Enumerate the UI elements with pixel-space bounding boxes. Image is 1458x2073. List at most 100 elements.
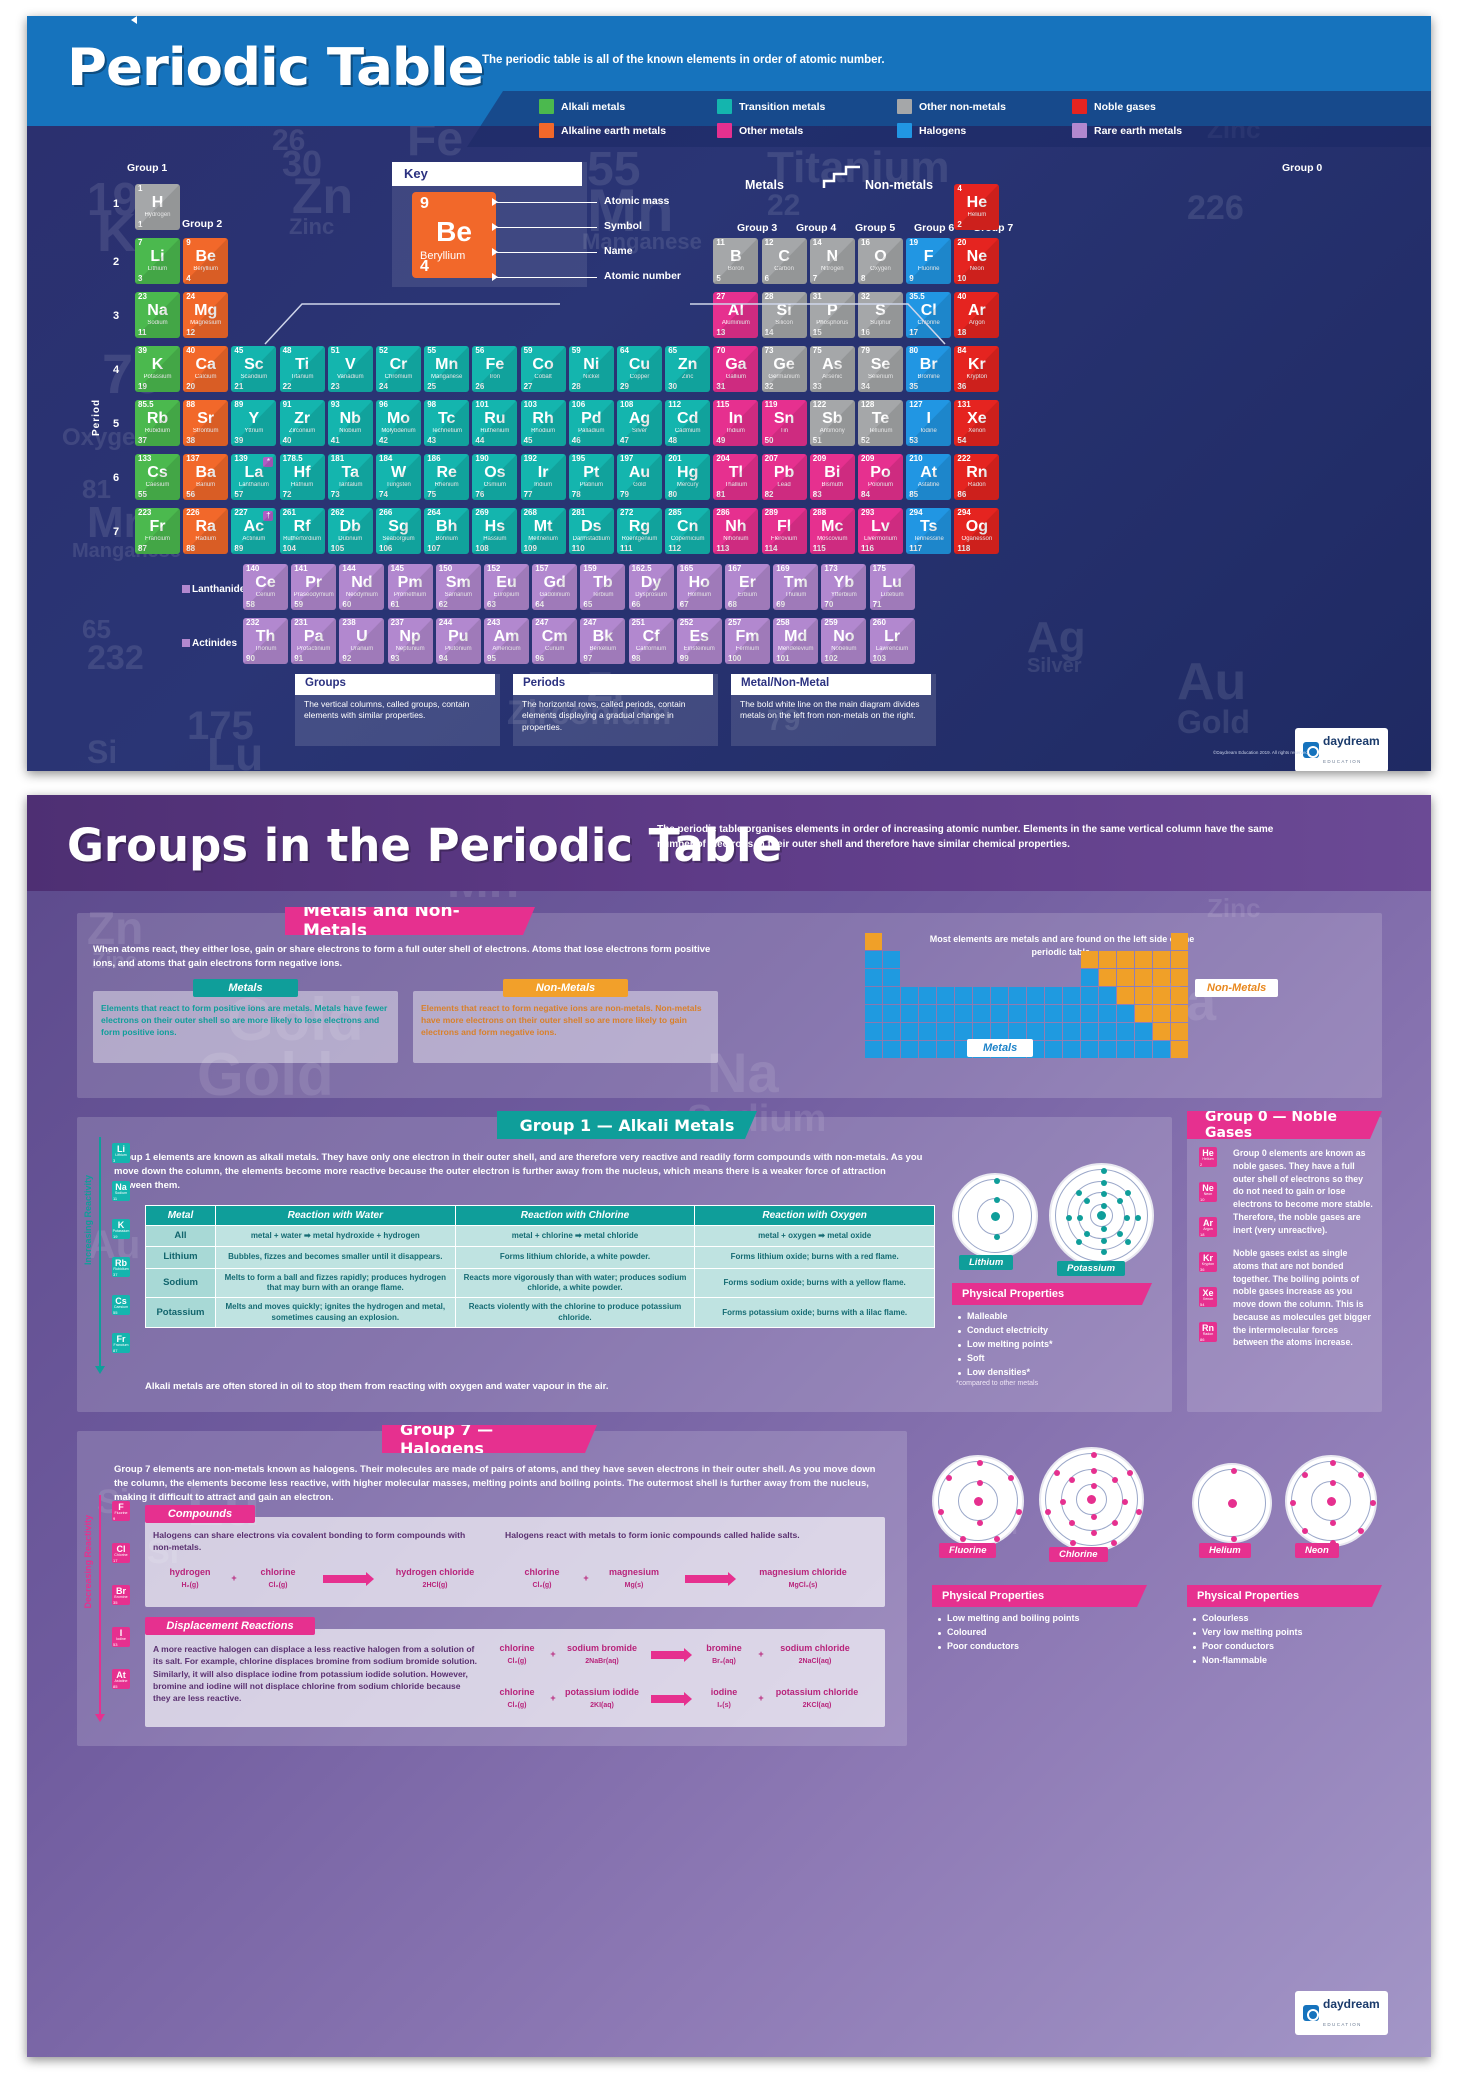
- element-cell-al[interactable]: 27 Al Aluminium 13: [713, 292, 759, 338]
- element-cell-tc[interactable]: 98 Tc Technetium 43: [424, 400, 470, 446]
- element-cell-es[interactable]: 252 Es Einsteinium 99: [676, 618, 722, 664]
- element-cell-o[interactable]: 16 O Oxygen 8: [858, 238, 903, 284]
- element-cell-gd[interactable]: 157 Gd Gadolinium 64: [532, 564, 578, 610]
- element-cell-tm[interactable]: 169 Tm Thulium 69: [773, 564, 819, 610]
- element-cell-er[interactable]: 167 Er Erbium 68: [725, 564, 770, 610]
- element-cell-n[interactable]: 14 N Nitrogen 7: [809, 238, 855, 284]
- element-cell-pa[interactable]: 231 Pa Protactinium 91: [291, 618, 337, 664]
- strip-element-f[interactable]: F Fluorine 9: [112, 1501, 130, 1521]
- element-cell-c[interactable]: 12 C Carbon 6: [761, 238, 807, 284]
- element-cell-w[interactable]: 184 W Tungsten 74: [376, 454, 421, 500]
- element-cell-np[interactable]: 237 Np Neptunium 93: [387, 618, 433, 664]
- element-cell-zr[interactable]: 91 Zr Zirconium 40: [279, 400, 325, 446]
- element-cell-lv[interactable]: 293 Lv Livermorium 116: [858, 508, 903, 554]
- element-cell-pr[interactable]: 141 Pr Praseodymium 59: [291, 564, 337, 610]
- element-cell-mo[interactable]: 96 Mo Molybdenum 42: [376, 400, 421, 446]
- element-cell-rn[interactable]: 222 Rn Radon 86: [954, 454, 1000, 500]
- strip-element-br[interactable]: Br Bromine 35: [112, 1585, 130, 1605]
- element-cell-th[interactable]: 232 Th Thorium 90: [243, 618, 288, 664]
- element-cell-br[interactable]: 80 Br Bromine 35: [906, 346, 952, 392]
- strip-element-cs[interactable]: Cs Caesium 55: [112, 1295, 130, 1315]
- strip-element-kr[interactable]: Kr Krypton 36: [1199, 1252, 1217, 1272]
- element-cell-f[interactable]: 19 F Fluorine 9: [906, 238, 952, 284]
- element-cell-ac[interactable]: 227 Ac Actinium 89 †: [231, 508, 277, 554]
- element-cell-he[interactable]: 4 He Helium 2: [954, 184, 1000, 230]
- element-cell-ce[interactable]: 140 Ce Cerium 58: [243, 564, 288, 610]
- strip-element-cl[interactable]: Cl Chlorine 17: [112, 1543, 130, 1563]
- element-cell-ds[interactable]: 281 Ds Darmstadtium 110: [568, 508, 614, 554]
- element-cell-cu[interactable]: 64 Cu Copper 29: [617, 346, 662, 392]
- strip-element-na[interactable]: Na Sodium 11: [112, 1181, 130, 1201]
- element-cell-ni[interactable]: 59 Ni Nickel 28: [568, 346, 614, 392]
- strip-element-ne[interactable]: Ne Neon 10: [1199, 1182, 1217, 1202]
- element-cell-ga[interactable]: 70 Ga Gallium 31: [713, 346, 759, 392]
- element-cell-te[interactable]: 128 Te Tellurium 52: [858, 400, 903, 446]
- strip-element-fr[interactable]: Fr Francium 87: [112, 1333, 130, 1353]
- element-cell-pd[interactable]: 106 Pd Palladium 46: [568, 400, 614, 446]
- element-cell-ta[interactable]: 181 Ta Tantalum 73: [327, 454, 373, 500]
- element-cell-cr[interactable]: 52 Cr Chromium 24: [376, 346, 421, 392]
- element-cell-nh[interactable]: 286 Nh Nihonium 113: [713, 508, 759, 554]
- element-cell-os[interactable]: 190 Os Osmium 76: [472, 454, 518, 500]
- element-cell-hs[interactable]: 269 Hs Hassium 108: [472, 508, 518, 554]
- element-cell-ne[interactable]: 20 Ne Neon 10: [954, 238, 1000, 284]
- element-cell-yb[interactable]: 173 Yb Ytterbium 70: [821, 564, 867, 610]
- element-cell-fm[interactable]: 257 Fm Fermium 100: [725, 618, 770, 664]
- element-cell-na[interactable]: 23 Na Sodium 11: [135, 292, 180, 338]
- element-cell-ca[interactable]: 40 Ca Calcium 20: [183, 346, 229, 392]
- element-cell-am[interactable]: 243 Am Americium 95: [484, 618, 529, 664]
- element-cell-co[interactable]: 59 Co Cobalt 27: [520, 346, 566, 392]
- element-cell-sb[interactable]: 122 Sb Antimony 51: [809, 400, 855, 446]
- element-cell-li[interactable]: 7 Li Lithium 3: [135, 238, 180, 284]
- element-cell-s[interactable]: 32 S Sulphur 16: [858, 292, 903, 338]
- element-cell-sm[interactable]: 150 Sm Samarium 62: [435, 564, 481, 610]
- element-cell-u[interactable]: 238 U Uranium 92: [339, 618, 385, 664]
- element-cell-pm[interactable]: 145 Pm Promethium 61: [387, 564, 433, 610]
- element-cell-ra[interactable]: 226 Ra Radium 88: [183, 508, 229, 554]
- element-cell-sn[interactable]: 119 Sn Tin 50: [761, 400, 807, 446]
- element-cell-bi[interactable]: 209 Bi Bismuth 83: [809, 454, 855, 500]
- element-cell-sc[interactable]: 45 Sc Scandium 21: [231, 346, 277, 392]
- element-cell-mg[interactable]: 24 Mg Magnesium 12: [183, 292, 229, 338]
- element-cell-tl[interactable]: 204 Tl Thallium 81: [713, 454, 759, 500]
- element-cell-kr[interactable]: 84 Kr Krypton 36: [954, 346, 1000, 392]
- element-cell-k[interactable]: 39 K Potassium 19: [135, 346, 180, 392]
- element-cell-i[interactable]: 127 I Iodine 53: [906, 400, 952, 446]
- element-cell-dy[interactable]: 162.5 Dy Dysprosium 66: [628, 564, 674, 610]
- element-cell-ho[interactable]: 165 Ho Holmium 67: [676, 564, 722, 610]
- element-cell-cn[interactable]: 285 Cn Copernicium 112: [665, 508, 711, 554]
- element-cell-pt[interactable]: 195 Pt Platinum 78: [568, 454, 614, 500]
- element-cell-og[interactable]: 294 Og Oganesson 118: [954, 508, 1000, 554]
- strip-element-li[interactable]: Li Lithium 3: [112, 1143, 130, 1163]
- element-cell-rb[interactable]: 85.5 Rb Rubidium 37: [135, 400, 180, 446]
- strip-element-rb[interactable]: Rb Rubidium 37: [112, 1257, 130, 1277]
- element-cell-b[interactable]: 11 B Boron 5: [713, 238, 759, 284]
- element-cell-ti[interactable]: 48 Ti Titanium 22: [279, 346, 325, 392]
- element-cell-po[interactable]: 209 Po Polonium 84: [858, 454, 903, 500]
- element-cell-md[interactable]: 258 Md Mendelevium 101: [773, 618, 819, 664]
- element-cell-p[interactable]: 31 P Phosphorus 15: [809, 292, 855, 338]
- element-cell-hf[interactable]: 178.5 Hf Hafnium 72: [279, 454, 325, 500]
- element-cell-in[interactable]: 115 In Indium 49: [713, 400, 759, 446]
- element-cell-be[interactable]: 9 Be Beryllium 4: [183, 238, 229, 284]
- element-cell-cs[interactable]: 133 Cs Caesium 55: [135, 454, 180, 500]
- element-cell-cm[interactable]: 247 Cm Curium 96: [532, 618, 578, 664]
- element-cell-la[interactable]: 139 La Lanthanum 57 *: [231, 454, 277, 500]
- element-cell-si[interactable]: 28 Si Silicon 14: [761, 292, 807, 338]
- element-cell-rf[interactable]: 261 Rf Rutherfordium 104: [279, 508, 325, 554]
- element-cell-se[interactable]: 79 Se Selenium 34: [858, 346, 903, 392]
- element-cell-fr[interactable]: 223 Fr Francium 87: [135, 508, 180, 554]
- element-cell-cd[interactable]: 112 Cd Cadmium 48: [665, 400, 711, 446]
- strip-element-xe[interactable]: Xe Xenon 54: [1199, 1287, 1217, 1307]
- element-cell-bk[interactable]: 247 Bk Berkelium 97: [580, 618, 626, 664]
- element-cell-mt[interactable]: 268 Mt Meitnerium 109: [520, 508, 566, 554]
- strip-element-i[interactable]: I Iodine 53: [112, 1627, 130, 1647]
- element-cell-tb[interactable]: 159 Tb Terbium 65: [580, 564, 626, 610]
- element-cell-bh[interactable]: 264 Bh Bohrium 107: [424, 508, 470, 554]
- element-cell-sg[interactable]: 266 Sg Seaborgium 106: [376, 508, 421, 554]
- element-cell-hg[interactable]: 201 Hg Mercury 80: [665, 454, 711, 500]
- strip-element-at[interactable]: At Astatine 85: [112, 1669, 130, 1689]
- element-cell-ba[interactable]: 137 Ba Barium 56: [183, 454, 229, 500]
- strip-element-ar[interactable]: Ar Argon 18: [1199, 1217, 1217, 1237]
- element-cell-rh[interactable]: 103 Rh Rhodium 45: [520, 400, 566, 446]
